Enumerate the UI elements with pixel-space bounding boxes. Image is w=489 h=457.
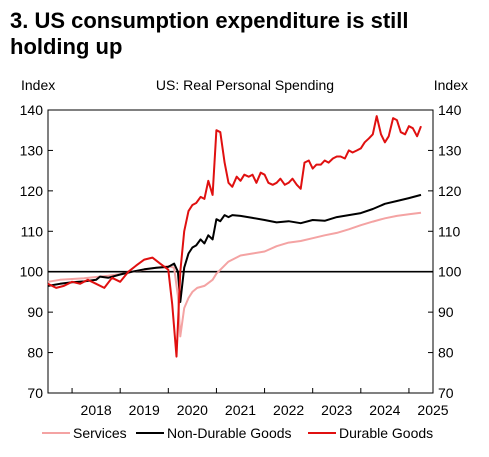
x-tick-label: 2023 bbox=[321, 402, 352, 418]
y-unit-right: Index bbox=[434, 77, 468, 93]
x-tick-label: 2021 bbox=[225, 402, 256, 418]
page-title: 3. US consumption expenditure is still h… bbox=[10, 8, 409, 59]
y-tick-label-left: 70 bbox=[27, 385, 43, 401]
y-tick-label-right: 100 bbox=[438, 264, 462, 280]
series-line-non-durable-goods bbox=[47, 193, 422, 303]
series-line-services bbox=[47, 211, 422, 338]
x-tick-label: 2024 bbox=[369, 402, 400, 418]
y-tick-label-left: 80 bbox=[27, 345, 43, 361]
y-tick-label-left: 120 bbox=[20, 183, 44, 199]
x-tick-label: 2019 bbox=[129, 402, 160, 418]
y-tick-label-right: 110 bbox=[438, 223, 461, 239]
y-tick-label-right: 90 bbox=[438, 304, 454, 320]
y-tick-label-left: 140 bbox=[20, 102, 44, 118]
x-tick-label: 2020 bbox=[177, 402, 208, 418]
y-tick-label-right: 70 bbox=[438, 385, 454, 401]
y-tick-label-right: 120 bbox=[438, 183, 462, 199]
y-unit-left: Index bbox=[21, 77, 55, 93]
chart-title: US: Real Personal Spending bbox=[156, 77, 334, 93]
y-tick-label-left: 90 bbox=[27, 304, 43, 320]
x-tick-label: 2025 bbox=[417, 402, 448, 418]
legend-label: Non-Durable Goods bbox=[167, 425, 292, 441]
y-tick-label-left: 100 bbox=[20, 264, 44, 280]
x-tick-label: 2018 bbox=[81, 402, 112, 418]
y-tick-label-left: 110 bbox=[21, 223, 44, 239]
y-tick-label-right: 140 bbox=[438, 102, 462, 118]
y-tick-label-left: 130 bbox=[20, 142, 44, 158]
legend-label: Durable Goods bbox=[339, 425, 433, 441]
y-tick-label-right: 130 bbox=[438, 142, 462, 158]
plot-frame bbox=[47, 109, 434, 394]
series-line-durable-goods bbox=[47, 115, 422, 358]
y-tick-label-right: 80 bbox=[438, 345, 454, 361]
legend-label: Services bbox=[73, 425, 127, 441]
x-tick-label: 2022 bbox=[273, 402, 304, 418]
